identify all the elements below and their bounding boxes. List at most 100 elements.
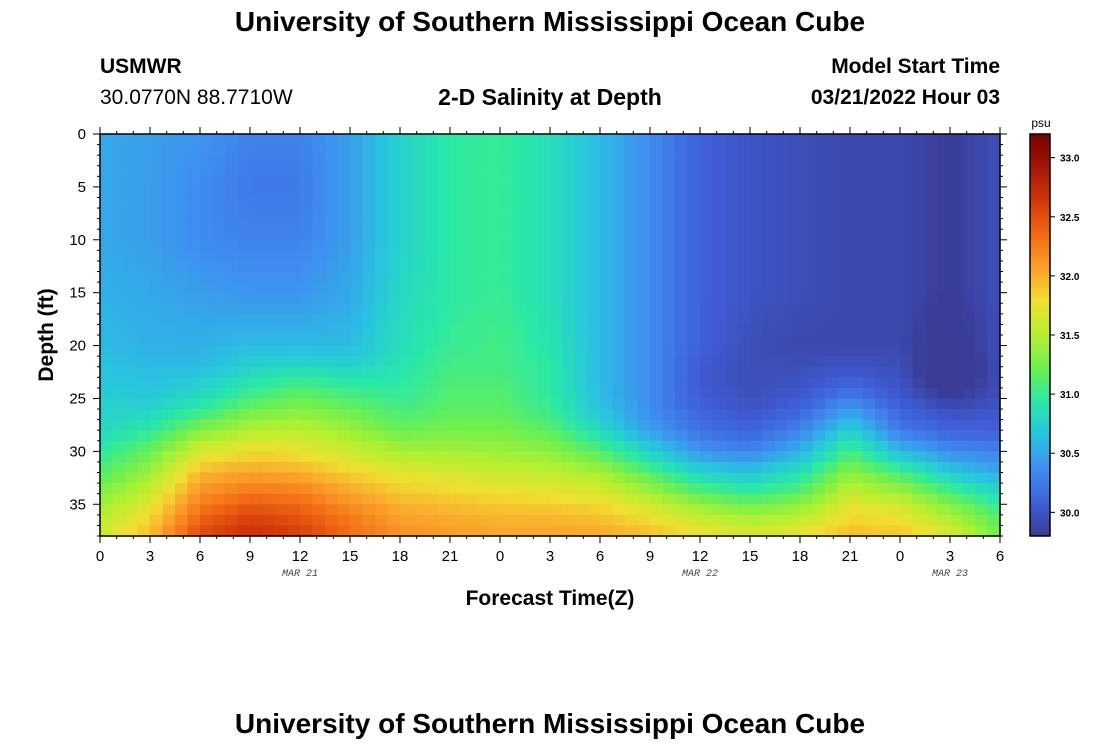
heatmap-cell: [450, 208, 464, 220]
heatmap-cell: [250, 155, 264, 167]
heatmap-cell: [312, 229, 326, 241]
heatmap-cell: [137, 282, 151, 294]
heatmap-cell: [862, 335, 876, 347]
heatmap-cell: [987, 461, 1001, 474]
heatmap-cell: [700, 260, 714, 273]
heatmap-cell: [400, 525, 414, 537]
heatmap-cell: [550, 134, 564, 146]
heatmap-cell: [650, 472, 664, 484]
heatmap-cell: [537, 398, 551, 410]
heatmap-cell: [862, 430, 876, 442]
heatmap-cell: [387, 366, 401, 378]
heatmap-cell: [275, 292, 289, 304]
heatmap-cell: [512, 409, 526, 421]
heatmap-cell: [162, 250, 176, 262]
heatmap-cell: [150, 525, 164, 537]
heatmap-cell: [737, 451, 751, 463]
heatmap-cell: [150, 335, 164, 347]
heatmap-cell: [675, 218, 689, 230]
heatmap-cell: [862, 419, 876, 431]
heatmap-cell: [812, 197, 826, 209]
heatmap-cell: [225, 504, 239, 516]
heatmap-cell: [175, 440, 189, 452]
heatmap-cell: [600, 186, 614, 199]
heatmap-cell: [837, 186, 851, 199]
heatmap-cell: [600, 493, 614, 505]
heatmap-cell: [962, 356, 976, 368]
heatmap-cell: [512, 271, 526, 283]
heatmap-cell: [787, 229, 801, 241]
heatmap-cell: [537, 387, 551, 400]
heatmap-cell: [962, 218, 976, 230]
heatmap-cell: [562, 377, 576, 389]
heatmap-cell: [225, 229, 239, 241]
heatmap-cell: [562, 239, 576, 251]
heatmap-cell: [912, 165, 926, 177]
heatmap-cell: [912, 419, 926, 431]
heatmap-cell: [487, 451, 501, 463]
heatmap-cell: [887, 303, 901, 315]
heatmap-cell: [412, 313, 426, 326]
heatmap-cell: [112, 525, 126, 537]
heatmap-cell: [337, 419, 351, 431]
heatmap-cell: [437, 197, 451, 209]
heatmap-cell: [787, 303, 801, 315]
heatmap-cell: [962, 134, 976, 146]
heatmap-cell: [362, 525, 376, 537]
heatmap-cell: [575, 451, 589, 463]
heatmap-cell: [100, 208, 114, 220]
heatmap-cell: [450, 282, 464, 294]
heatmap-cell: [300, 197, 314, 209]
heatmap-cell: [225, 282, 239, 294]
heatmap-cell: [575, 504, 589, 516]
heatmap-cell: [475, 398, 489, 410]
heatmap-cell: [487, 260, 501, 273]
heatmap-cell: [987, 504, 1001, 516]
heatmap-cell: [337, 366, 351, 378]
heatmap-cell: [750, 176, 764, 188]
heatmap-cell: [687, 525, 701, 537]
heatmap-cell: [975, 409, 989, 421]
heatmap-cell: [512, 472, 526, 484]
heatmap-cell: [362, 165, 376, 177]
heatmap-cell: [637, 324, 651, 336]
heatmap-cell: [525, 366, 539, 378]
heatmap-cell: [350, 409, 364, 421]
heatmap-cell: [887, 430, 901, 442]
heatmap-cell: [687, 218, 701, 230]
heatmap-cell: [200, 303, 214, 315]
heatmap-cell: [887, 356, 901, 368]
heatmap-cell: [225, 144, 239, 156]
heatmap-cell: [800, 144, 814, 156]
heatmap-cell: [950, 282, 964, 294]
heatmap-cell: [287, 324, 301, 336]
heatmap-cell: [812, 451, 826, 463]
heatmap-cell: [637, 303, 651, 315]
heatmap-cell: [487, 324, 501, 336]
heatmap-cell: [112, 208, 126, 220]
heatmap-cell: [900, 155, 914, 167]
heatmap-cell: [762, 356, 776, 368]
colorbar-tick-label: 33.0: [1060, 154, 1080, 165]
heatmap-cell: [925, 335, 939, 347]
heatmap-cell: [462, 493, 476, 505]
heatmap-cell: [287, 229, 301, 241]
heatmap-cell: [775, 239, 789, 251]
heatmap-cell: [812, 134, 826, 146]
heatmap-cell: [637, 176, 651, 188]
heatmap-cell: [325, 398, 339, 410]
heatmap-cell: [800, 250, 814, 262]
heatmap-cell: [237, 144, 251, 156]
heatmap-cell: [825, 345, 839, 357]
heatmap-cell: [562, 472, 576, 484]
heatmap-cell: [437, 134, 451, 146]
heatmap-cell: [550, 176, 564, 188]
heatmap-cell: [775, 504, 789, 516]
heatmap-cell: [212, 250, 226, 262]
heatmap-cell: [475, 504, 489, 516]
heatmap-cell: [600, 292, 614, 304]
heatmap-cell: [662, 525, 676, 537]
heatmap-cell: [812, 303, 826, 315]
heatmap-cell: [900, 313, 914, 326]
heatmap-cell: [375, 271, 389, 283]
